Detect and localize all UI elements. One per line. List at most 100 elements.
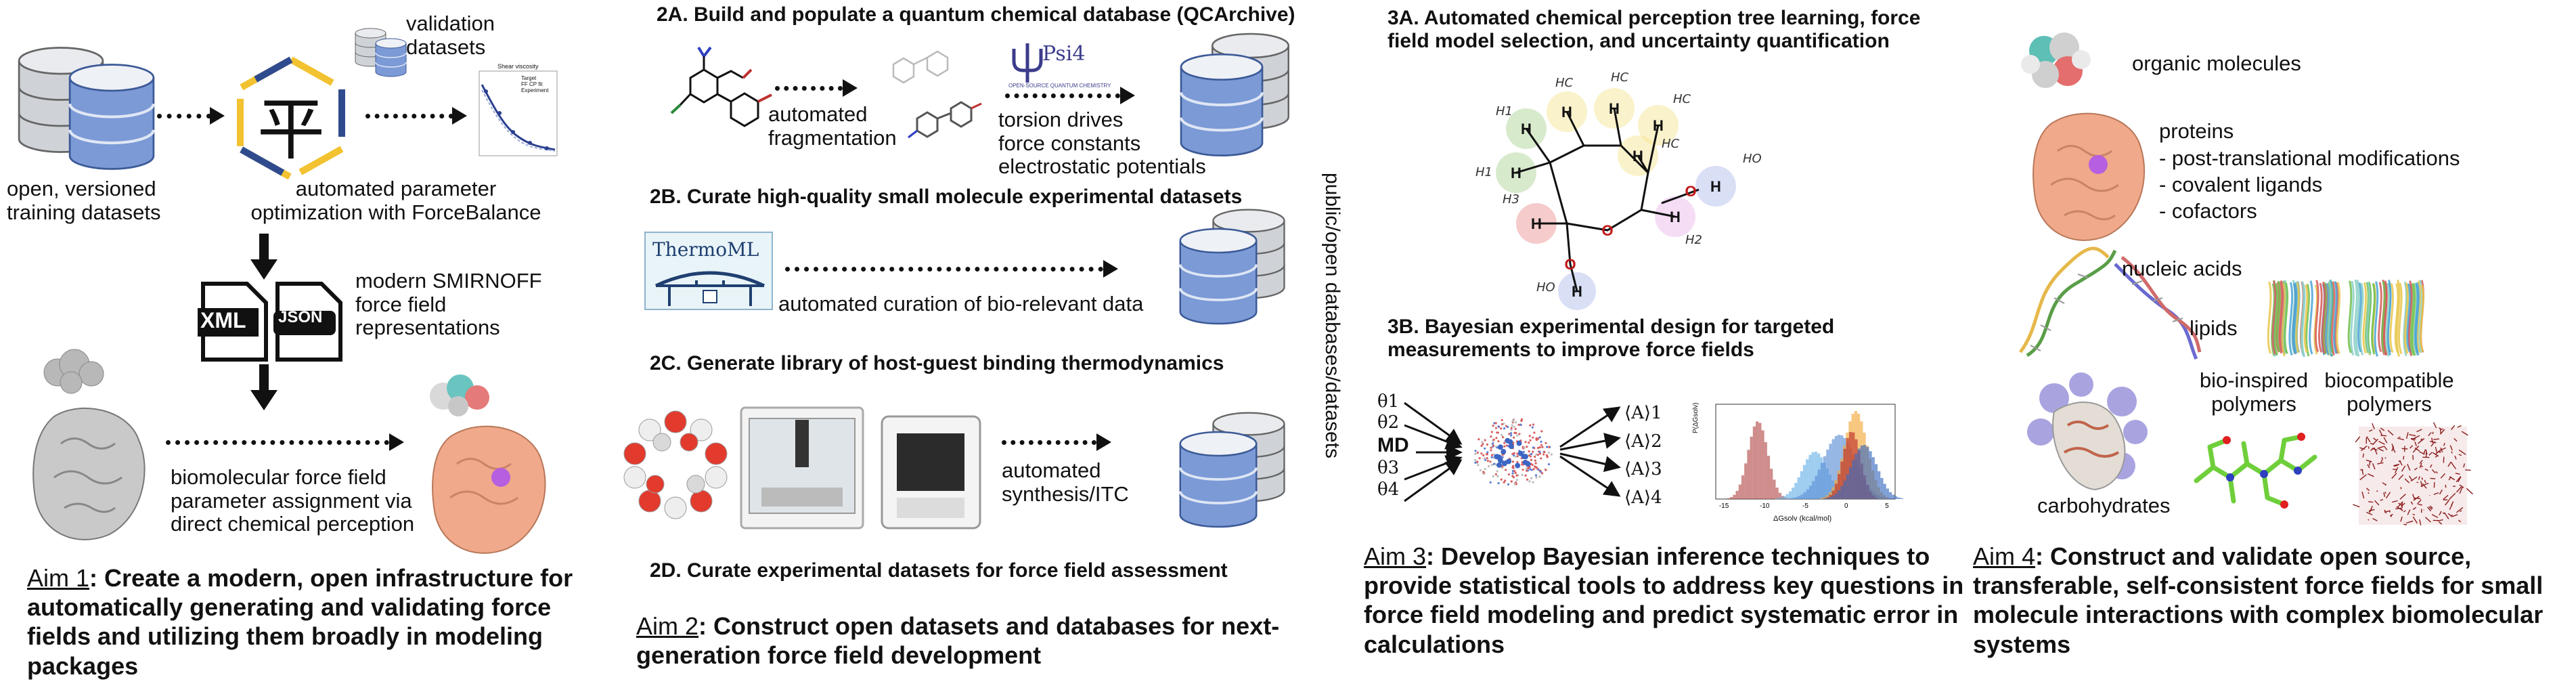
organic-molecules-label: organic molecules [2132,51,2301,75]
legend-entry: Target [521,75,537,81]
atom-type-label: HC [1662,137,1680,151]
psi4-name: Psi4 [1042,42,1086,66]
svg-text:O: O [1564,256,1576,273]
svg-text:H: H [1531,215,1542,232]
aim1-number: Aim 1 [27,564,90,592]
mini-plot-legend: Target FF CP fit Experiment [521,75,548,93]
svg-text:O: O [1601,222,1613,239]
synthesis-label: automated synthesis/ITC [1002,458,1129,506]
theta-label: θ1 [1377,391,1400,412]
protein-salmon-icon [432,425,546,554]
theta-label: θ3 [1377,458,1400,479]
list-item: - cofactors [2159,198,2257,223]
atom-type-label: HC [1673,92,1691,106]
thermoml-name: ThermoML [652,238,759,261]
aim1-statement: Aim 1: Create a modern, open infrastruct… [27,563,596,681]
arrow-right-icon [1096,433,1111,451]
carbohydrate-icon [2027,372,2148,491]
validation-database-icon [355,28,407,77]
aim2-text: : Construct open datasets and databases … [636,612,1280,670]
aim1-text: : Create a modern, open infrastructure f… [27,564,573,680]
arrow-right-icon [1103,260,1118,278]
arrow-dash [365,114,453,118]
bridge-icon [654,271,765,306]
arrow-dash [1005,93,1120,98]
arrow-dash [775,86,843,91]
organic-molecule-icon [2021,33,2091,88]
protein-features-list: - post-translational modifications - cov… [2159,146,2460,224]
protein-grey-icon [32,407,146,540]
qcarchive-database-icon [1171,33,1289,159]
aim4-number: Aim 4 [1973,542,2036,570]
atom-type-label: HC [1555,76,1574,90]
observable-list: ⟨A⟩1 ⟨A⟩2 ⟨A⟩3 ⟨A⟩4 [1624,400,1662,512]
converging-arrows [1404,402,1463,502]
lipid-bilayer-icon [2267,279,2424,358]
json-tag: JSON [278,308,323,326]
xml-tag: XML [200,308,246,332]
arrow-right-icon [210,107,225,125]
arrow-shaft [259,364,269,393]
bio-inspired-polymer-icon [2194,433,2317,509]
header-3a: 3A. Automated chemical perception tree l… [1387,7,1921,52]
histogram-tick-label: 0 [1844,502,1848,510]
svg-text:H: H [1710,178,1721,195]
liquid-handler-robot-icon [740,406,864,530]
list-item: - covalent ligands [2159,172,2323,196]
mini-plot-title: Shear viscosity [497,63,539,70]
aim4-text: : Construct and validate open source, tr… [1973,542,2544,658]
aim4-statement: Aim 4: Construct and validate open sourc… [1973,542,2569,659]
svg-text:H: H [1511,165,1522,181]
fragments-icon [892,50,982,139]
md-simulation-snapshot [1474,418,1553,486]
histogram-tick-label: -5 [1802,502,1808,510]
atom-type-label: HO [1743,152,1762,166]
proteins-label: proteins [2159,119,2234,143]
md-label: MD [1377,434,1409,457]
thermoml-logo: ThermoML [644,232,773,310]
curation-label: automated curation of bio-relevant data [778,292,1144,316]
svg-text:H: H [1670,209,1681,225]
itc-instrument-icon [881,415,981,530]
host-guest-molecule-icon [623,410,728,519]
theta-label: θ4 [1377,479,1400,500]
svg-text:H: H [1633,148,1643,165]
histogram-ylabel: P(ΔGsolv) [1692,402,1700,433]
arrow-right-icon [843,79,858,97]
legend-entry: FF CP fit [521,81,543,87]
public-databases-vertical-label: public/open databases/datasets [1321,173,1343,458]
histogram-tick-label: 5 [1885,502,1889,510]
bio-inspired-polymers-label: bio-inspired polymers [2199,368,2309,416]
aim2-statement: Aim 2: Construct open datasets and datab… [636,611,1300,670]
svg-text:O: O [1685,183,1696,200]
small-molecule-colored-icon [430,374,489,416]
arrow-shaft [259,234,269,262]
histogram-tick-label: -15 [1719,502,1729,510]
atom-type-label: HC [1611,70,1629,85]
arrow-dash [1002,440,1096,445]
psi4-logo [1012,43,1043,83]
chemical-perception-molecule: HH H HHH HH H H OOO H1 HC HC HC H1 HC HO H… [1475,70,1762,310]
arrow-dash [785,267,1103,272]
histogram-tick-label: -10 [1760,502,1770,510]
biocompatible-polymer-icon [2353,422,2473,525]
smirnoff-label: modern SMIRNOFF force field representati… [355,269,542,340]
atom-type-label: H3 [1503,192,1519,207]
aim2-number: Aim 2 [636,612,699,640]
posterior-histogram: -15 -10 -5 0 5 [1715,404,1904,510]
svg-text:H: H [1572,283,1582,300]
svg-text:H: H [1609,100,1620,117]
histogram-xlabel: ΔGsolv (kcal/mol) [1773,515,1832,523]
training-datasets-label: open, versioned training datasets [7,177,161,224]
forcebalance-glyph: 平 [257,90,325,169]
header-2c: 2C. Generate library of host-guest bindi… [650,352,1224,374]
arrow-down-icon [250,390,277,410]
json-file-icon [273,282,342,362]
list-item: - post-translational modifications [2159,146,2460,170]
header-3b: 3B. Bayesian experimental design for tar… [1387,316,1835,361]
arrow-right-icon [1120,87,1135,104]
validation-plot [479,70,558,156]
observable-label: ⟨A⟩3 [1624,459,1662,480]
lipids-label: lipids [2190,316,2238,340]
protein-icon [2033,112,2146,241]
